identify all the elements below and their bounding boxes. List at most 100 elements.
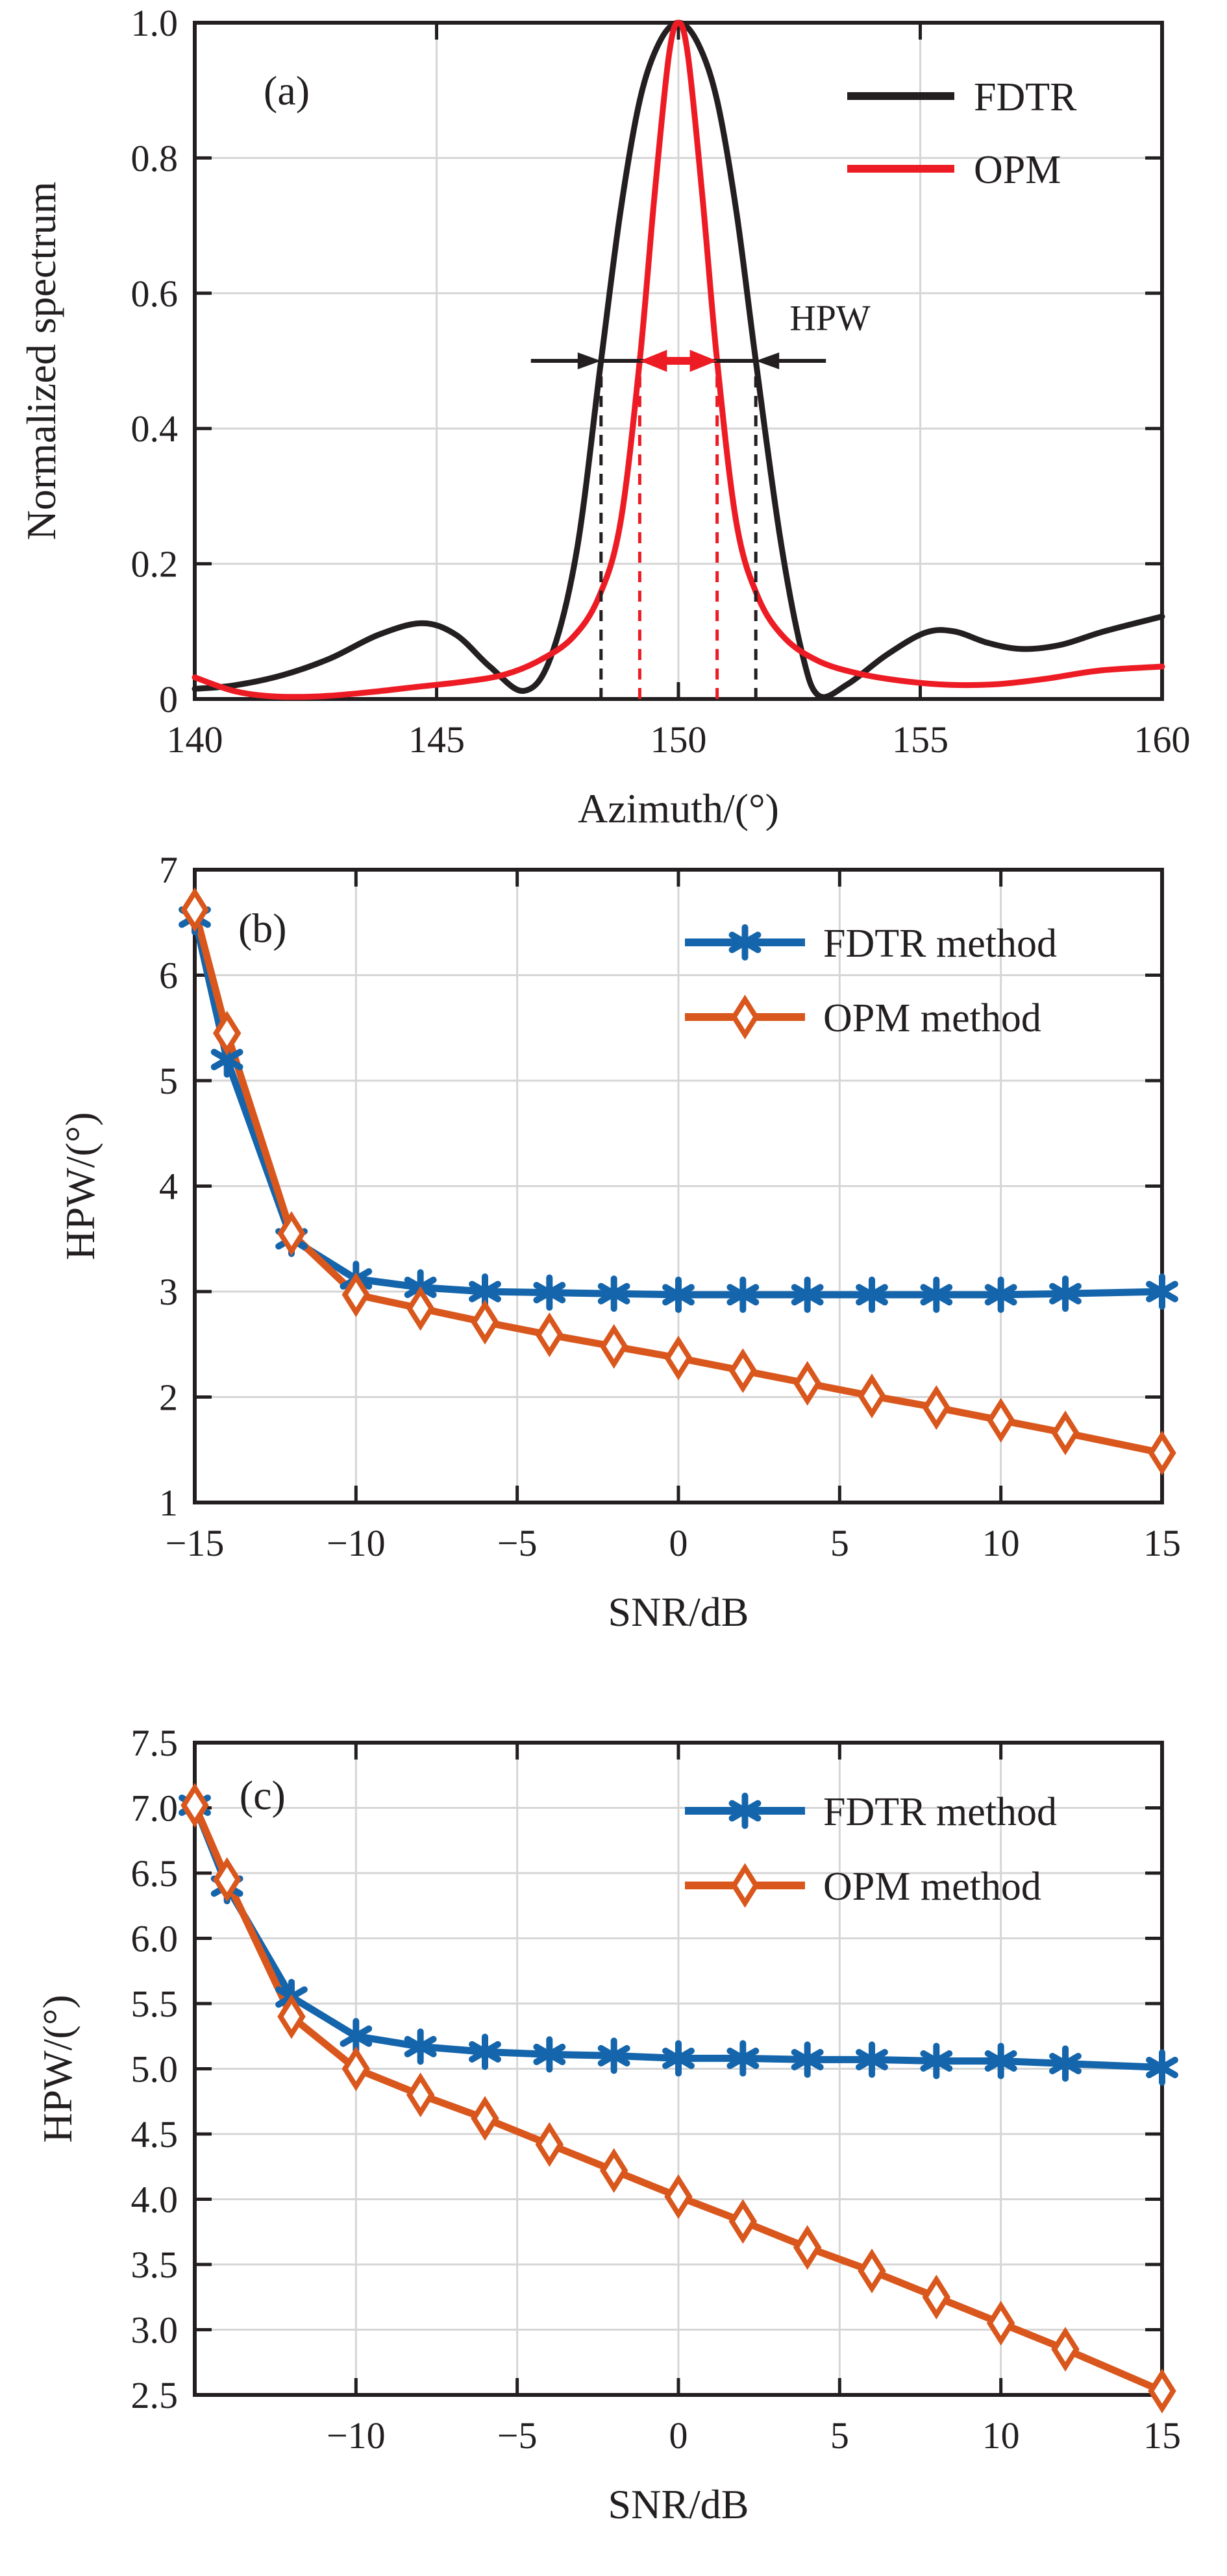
legend-entry-fdtr-method: FDTR method — [685, 1790, 1057, 1834]
x-tick-label: 150 — [651, 718, 707, 761]
y-tick-label: 7.5 — [131, 1722, 179, 1764]
y-tick-label: 4 — [159, 1166, 178, 1208]
y-tick-label: 3.0 — [131, 2309, 179, 2351]
x-tick-label: −10 — [327, 2414, 386, 2457]
asterisk-marker — [340, 2018, 373, 2055]
diamond-marker — [1148, 1430, 1176, 1476]
legend-entry-opm-method: OPM method — [685, 1863, 1041, 1909]
asterisk-marker — [662, 1276, 695, 1313]
legend-label: FDTR method — [823, 1790, 1057, 1834]
legend-label: FDTR — [974, 75, 1077, 119]
gridlines — [195, 23, 1162, 699]
x-tick-label: 15 — [1143, 2414, 1181, 2457]
asterisk-marker — [533, 2036, 566, 2073]
y-tick-label: 6 — [159, 955, 178, 997]
diamond-marker — [664, 2174, 693, 2219]
legend-entry-opm-method: OPM method — [685, 994, 1041, 1040]
asterisk-marker — [1146, 1273, 1178, 1310]
diamond-marker — [1148, 2368, 1176, 2414]
y-tick-label: 7.0 — [131, 1787, 179, 1830]
diamond-marker — [793, 1360, 822, 1406]
diamond-marker — [986, 1397, 1015, 1443]
panel-label-a: (a) — [264, 67, 310, 114]
series-line-opm-method — [191, 906, 1166, 1457]
x-tick-label: −15 — [166, 1522, 225, 1564]
diamond-marker — [212, 1857, 242, 1902]
y-tick-label: 0.4 — [131, 408, 179, 450]
legend-label: OPM method — [823, 996, 1041, 1040]
y-tick-label: 3.5 — [131, 2244, 179, 2286]
diamond-marker — [1051, 2327, 1080, 2372]
axes-box — [193, 868, 1164, 1504]
y-tick-label: 4.0 — [131, 2179, 179, 2221]
x-tick-label: −10 — [327, 1522, 386, 1564]
series-markers — [179, 887, 1178, 1476]
x-tick-label: 0 — [669, 1522, 688, 1564]
asterisk-marker — [469, 2033, 501, 2070]
asterisk-marker — [728, 1793, 762, 1829]
asterisk-marker — [984, 2042, 1017, 2079]
asterisk-marker — [1049, 2045, 1082, 2082]
asterisk-marker — [726, 2040, 760, 2077]
legend-label: FDTR method — [823, 922, 1057, 966]
x-axis-label: SNR/dB — [608, 1589, 749, 1635]
series-lines — [191, 1801, 1166, 2395]
y-tick-label: 0 — [159, 678, 178, 720]
diamond-marker — [212, 1011, 242, 1056]
y-tick-label: 3 — [159, 1271, 178, 1313]
diamond-marker — [341, 1272, 371, 1318]
arrow-head — [756, 352, 780, 369]
asterisk-marker — [1146, 2049, 1178, 2086]
series-lines — [191, 906, 1166, 1457]
asterisk-marker — [856, 1276, 888, 1313]
y-tick-label: 5.0 — [131, 2048, 179, 2091]
diamond-marker — [406, 2072, 435, 2118]
diamond-marker — [858, 2248, 886, 2294]
x-tick-label: −5 — [497, 2414, 538, 2457]
arrow-head — [577, 352, 601, 369]
diamond-marker — [728, 2199, 758, 2244]
asterisk-marker — [726, 1276, 760, 1313]
y-tick-label: 2 — [159, 1377, 178, 1419]
asterisk-marker — [920, 2042, 953, 2079]
x-tick-label: 5 — [830, 1522, 849, 1564]
series-line-opm-method — [191, 1801, 1166, 2395]
legend-entry-opm: OPM — [847, 148, 1061, 192]
diamond-marker — [664, 1335, 693, 1380]
y-tick-label: 0.6 — [131, 273, 179, 315]
diamond-marker — [535, 1312, 564, 1358]
diamond-marker — [406, 1286, 435, 1331]
hpw-label: HPW — [789, 298, 871, 338]
hpw-double-arrow — [639, 350, 717, 372]
arrow-head — [639, 350, 667, 372]
y-axis-label: HPW/(°) — [57, 1112, 103, 1260]
x-tick-label: 155 — [892, 718, 948, 761]
y-tick-label: 5.5 — [131, 1983, 179, 2025]
diamond-marker — [1051, 1410, 1080, 1456]
annotations: HPW — [530, 298, 871, 699]
diamond-marker — [730, 994, 760, 1040]
legend: FDTR OPM — [847, 75, 1077, 192]
legend: FDTR method OPM method — [685, 1790, 1057, 1909]
x-tick-label: 10 — [982, 1522, 1020, 1564]
diamond-marker — [599, 2148, 628, 2193]
x-tick-label: 5 — [830, 2414, 849, 2457]
diamond-marker — [793, 2225, 822, 2270]
y-tick-label: 4.5 — [131, 2113, 179, 2155]
y-tick-label: 1 — [159, 1482, 178, 1524]
arrow-head — [689, 350, 717, 372]
diamond-marker — [341, 2046, 371, 2092]
asterisk-marker — [920, 1276, 953, 1313]
y-tick-label: 7 — [159, 849, 178, 891]
y-tick-label: 5 — [159, 1060, 178, 1102]
series-line-fdtr-method — [191, 1801, 1166, 2071]
y-tick-label: 6.5 — [131, 1852, 179, 1895]
asterisk-marker — [533, 1274, 566, 1311]
diamond-marker — [858, 1373, 886, 1419]
x-tick-label: −5 — [497, 1522, 538, 1564]
asterisk-marker — [662, 2040, 695, 2077]
series-line-fdtr-method — [191, 913, 1166, 1299]
asterisk-marker — [728, 924, 762, 961]
panel-b: −15 −10 −5 0 5 10 15 1 2 3 4 5 6 7 SNR/dB HPW/(°) (b) FDT… — [57, 849, 1181, 1635]
